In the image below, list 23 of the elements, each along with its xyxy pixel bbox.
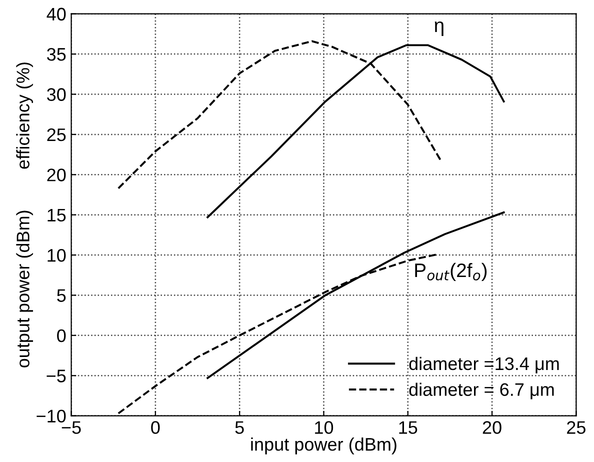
y-tick-label: 0	[57, 329, 66, 342]
y-tick-label: 25	[47, 128, 66, 142]
legend-label: diameter = 6.7 μm	[409, 382, 554, 400]
y-tick-label: 20	[47, 168, 66, 182]
annotation: η	[434, 21, 444, 36]
y-axis-title: output power (dBm) efficiency (%)	[16, 62, 34, 368]
x-tick-label: 25	[567, 421, 586, 434]
x-tick-label: 10	[315, 421, 334, 434]
x-tick-label: 0	[151, 421, 160, 434]
x-tick-label: 20	[482, 421, 502, 434]
y-tick-label: 40	[46, 8, 66, 21]
y-tick-label: 35	[47, 48, 66, 61]
x-tick-label: 5	[235, 421, 244, 434]
y-tick-label: 5	[57, 289, 66, 302]
x-axis-title: input power (dBm)	[251, 437, 396, 454]
y-tick-label: −5	[46, 370, 66, 382]
y-tick-label: −10	[36, 410, 66, 423]
x-tick-label: 15	[399, 421, 418, 434]
annotation: P$_{out}$(2f$_{o}$)	[415, 262, 487, 282]
y-tick-label: 15	[48, 208, 66, 222]
y-tick-label: 30	[47, 88, 66, 101]
y-tick-label: 10	[48, 248, 66, 262]
legend-label: diameter =13.4 μm	[409, 356, 559, 374]
